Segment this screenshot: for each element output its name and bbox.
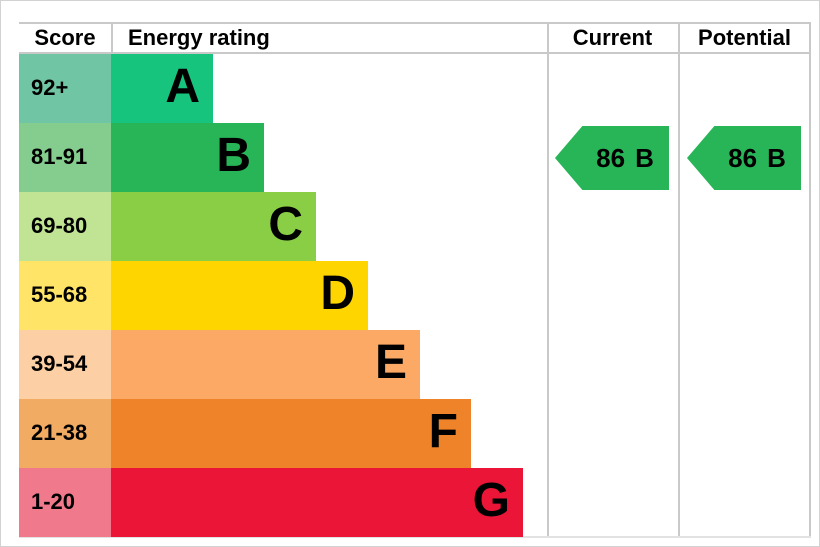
band-letter: G [472, 474, 510, 527]
band-bar-e: E [111, 330, 420, 399]
band-row-c: 69-80 C [19, 192, 811, 261]
score-range-label: 92+ [19, 54, 111, 123]
score-column-divider [111, 22, 113, 54]
score-range-label: 69-80 [19, 192, 111, 261]
potential-rating-value: 86 [728, 142, 758, 173]
band-letter: E [374, 336, 407, 389]
potential-arrow: 86 B [687, 126, 801, 190]
band-row-g: 1-20 G [19, 468, 811, 537]
epc-table: Score Energy rating Current Potential 92… [19, 22, 811, 538]
band-bar-g: G [111, 468, 523, 537]
band-rows: 92+ A 81-91 B 69-80 C 55-68 D 39-54 E 21-38 F 1-20 G 8… [19, 54, 811, 537]
band-row-b: 81-91 B [19, 123, 811, 192]
band-letter: C [268, 198, 303, 251]
current-rating-band: B [635, 142, 654, 173]
band-letter: B [216, 129, 251, 182]
band-bar-a: A [111, 54, 213, 123]
band-letter: A [165, 60, 200, 113]
band-bar-c: C [111, 192, 316, 261]
header-row: Score Energy rating Current Potential [19, 22, 811, 54]
band-row-f: 21-38 F [19, 399, 811, 468]
score-range-label: 81-91 [19, 123, 111, 192]
score-range-label: 55-68 [19, 261, 111, 330]
current-rating-value: 86 [596, 142, 626, 173]
current-column-divider [547, 22, 549, 538]
current-arrow: 86 B [555, 126, 669, 190]
current-header: Current [572, 25, 653, 50]
band-row-d: 55-68 D [19, 261, 811, 330]
table-right-border [809, 22, 811, 538]
energy-rating-header: Energy rating [128, 25, 270, 50]
score-range-label: 1-20 [19, 468, 111, 537]
potential-rating-band: B [767, 142, 786, 173]
potential-header: Potential [698, 25, 791, 50]
band-row-e: 39-54 E [19, 330, 811, 399]
score-range-label: 21-38 [19, 399, 111, 468]
score-range-label: 39-54 [19, 330, 111, 399]
band-row-a: 92+ A [19, 54, 811, 123]
band-bar-d: D [111, 261, 368, 330]
band-letter: D [320, 267, 355, 320]
score-header: Score [34, 25, 96, 50]
band-letter: F [428, 405, 458, 458]
potential-column-divider [678, 22, 680, 538]
band-bar-b: B [111, 123, 264, 192]
band-bar-f: F [111, 399, 471, 468]
table-bottom-border [19, 536, 811, 538]
